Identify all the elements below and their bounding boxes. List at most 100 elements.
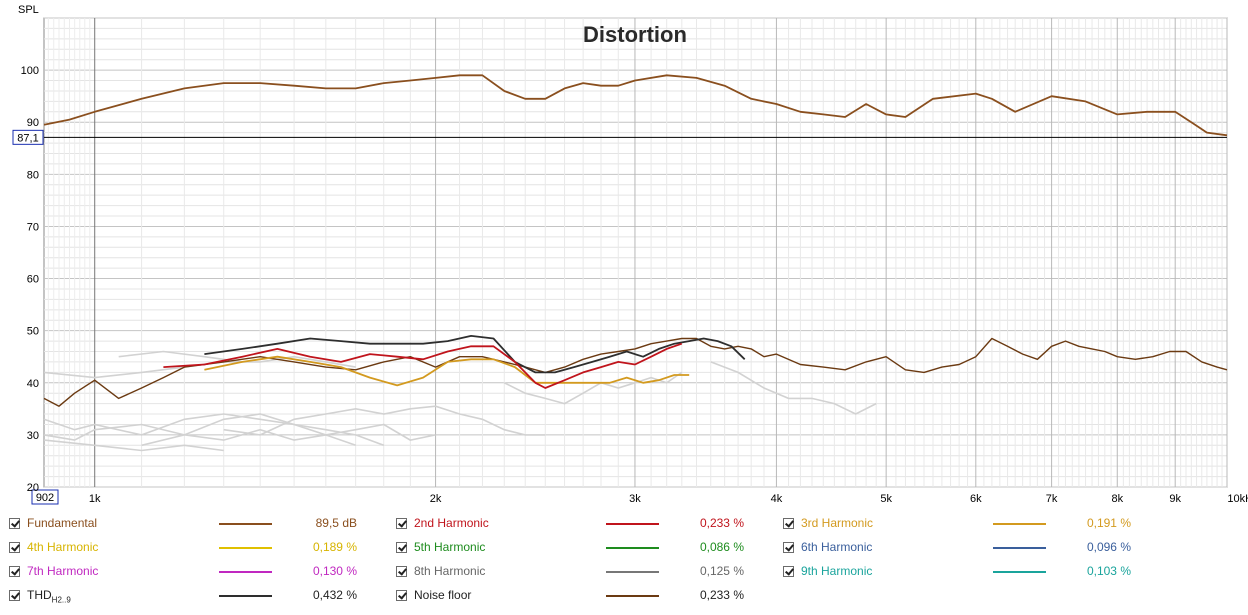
ghost-trace: [43, 423, 356, 447]
legend-swatch: [219, 547, 272, 549]
ghost-trace: [43, 413, 385, 447]
tick-labels: 20 30 40 50 60 70 80 90 100 1k 2k 3k 4k 5k 6k 7k 8k 9k 10k…: [21, 65, 1248, 505]
y-tick-label: 40: [27, 378, 39, 390]
legend-value: 0,191 %: [1086, 516, 1131, 530]
legend-label: 6th Harmonic: [801, 540, 873, 554]
legend-value: 0,103 %: [1086, 564, 1131, 578]
legend-swatch: [606, 523, 659, 525]
legend-value: 0,233 %: [699, 516, 744, 530]
chart-title: Distortion: [583, 22, 687, 47]
cursor-x-readout: 902: [36, 492, 54, 504]
legend-label: 4th Harmonic: [27, 540, 99, 554]
legend-value: 0,130 %: [312, 564, 357, 578]
x-tick-label: 10kHz: [1227, 493, 1248, 505]
legend-swatch: [219, 595, 272, 597]
legend-checkbox-9th-harmonic[interactable]: [783, 566, 794, 577]
legend-value: 0,233 %: [699, 588, 744, 602]
x-tick-label: 7k: [1046, 493, 1058, 505]
legend-label: Fundamental: [27, 516, 98, 530]
x-tick-label: 3k: [629, 493, 641, 505]
legend-checkbox-thd[interactable]: [9, 590, 20, 601]
series-line-thd: [204, 335, 746, 374]
legend-swatch: [606, 571, 659, 573]
legend-item-noise-floor: Noise floor 0,233 %: [387, 583, 767, 607]
legend-item-9th-harmonic: 9th Harmonic 0,103 %: [774, 559, 1154, 583]
x-tick-label: 4k: [771, 493, 783, 505]
legend-item-6th-harmonic: 6th Harmonic 0,096 %: [774, 535, 1154, 559]
y-tick-label: 90: [27, 117, 39, 129]
y-tick-label: 60: [27, 274, 39, 286]
legend-checkbox-noise-floor[interactable]: [396, 590, 407, 601]
x-tick-label: 9k: [1169, 493, 1181, 505]
legend-value: 0,096 %: [1086, 540, 1131, 554]
legend-label-subscript: H2..9: [51, 595, 71, 605]
legend-value: 89,5 dB: [315, 516, 357, 530]
ghost-trace: [710, 361, 877, 415]
legend-swatch: [606, 547, 659, 549]
x-tick-label: 8k: [1111, 493, 1123, 505]
ghost-trace: [118, 350, 243, 363]
legend: Fundamental 89,5 dB 2nd Harmonic 0,233 % 3rd…: [0, 510, 1248, 615]
legend-label: 5th Harmonic: [414, 540, 486, 554]
legend-checkbox-6th-harmonic[interactable]: [783, 542, 794, 553]
y-tick-label: 70: [27, 221, 39, 233]
y-tick-label: 50: [27, 326, 39, 338]
cursor-y-readout: 87,1: [17, 132, 38, 144]
series-line-2nd-harmonic: [163, 342, 683, 389]
series-line-3rd-harmonic: [204, 355, 690, 387]
y-axis-label: SPL: [18, 4, 39, 16]
cursor-group: 87,1 902: [12, 129, 1227, 505]
grid: [44, 17, 1228, 488]
x-tick-label: 1k: [89, 493, 101, 505]
ghost-trace: [141, 413, 436, 447]
y-tick-label: 100: [21, 65, 39, 77]
x-tick-label: 2k: [430, 493, 442, 505]
legend-swatch: [993, 547, 1046, 549]
legend-swatch: [993, 523, 1046, 525]
legend-label: 9th Harmonic: [801, 564, 873, 578]
cursor-y-box: [12, 129, 44, 145]
legend-item-thd: THDH2..9 0,432 %: [0, 583, 380, 607]
legend-checkbox-8th-harmonic[interactable]: [396, 566, 407, 577]
legend-label: 7th Harmonic: [27, 564, 99, 578]
legend-checkbox-fundamental[interactable]: [9, 518, 20, 529]
legend-label: THDH2..9: [27, 588, 71, 605]
legend-item-4th-harmonic: 4th Harmonic 0,189 %: [0, 535, 380, 559]
legend-item-5th-harmonic: 5th Harmonic 0,086 %: [387, 535, 767, 559]
legend-label: 2nd Harmonic: [414, 516, 489, 530]
legend-swatch: [606, 595, 659, 597]
legend-swatch: [219, 571, 272, 573]
legend-checkbox-2nd-harmonic[interactable]: [396, 518, 407, 529]
legend-swatch: [219, 523, 272, 525]
legend-item-2nd-harmonic: 2nd Harmonic 0,233 %: [387, 511, 767, 535]
series-group: [43, 74, 1228, 407]
legend-value: 0,125 %: [699, 564, 744, 578]
legend-item-fundamental: Fundamental 89,5 dB: [0, 511, 380, 535]
y-tick-label: 30: [27, 430, 39, 442]
y-tick-label: 20: [27, 482, 39, 494]
cursor-x-box: [31, 489, 59, 505]
series-line-fundamental: [43, 74, 1228, 137]
legend-checkbox-4th-harmonic[interactable]: [9, 542, 20, 553]
legend-item-3rd-harmonic: 3rd Harmonic 0,191 %: [774, 511, 1154, 535]
plot-area: [43, 17, 1228, 488]
legend-item-7th-harmonic: 7th Harmonic 0,130 %: [0, 559, 380, 583]
legend-swatch: [993, 571, 1046, 573]
legend-item-8th-harmonic: 8th Harmonic 0,125 %: [387, 559, 767, 583]
x-tick-label: 5k: [880, 493, 892, 505]
ghost-trace: [223, 405, 546, 436]
legend-label: Noise floor: [414, 588, 472, 602]
ghost-trace: [43, 439, 224, 452]
legend-label: 3rd Harmonic: [801, 516, 874, 530]
legend-value: 0,189 %: [312, 540, 357, 554]
legend-value: 0,086 %: [699, 540, 744, 554]
distortion-chart: 87,1 902 20 30 40 50 60 70 80 90 100 1k 2k 3k 4k 5k 6k 7…: [12, 4, 1248, 505]
y-tick-label: 80: [27, 169, 39, 181]
legend-checkbox-5th-harmonic[interactable]: [396, 542, 407, 553]
legend-value: 0,432 %: [312, 588, 357, 602]
legend-checkbox-7th-harmonic[interactable]: [9, 566, 20, 577]
legend-label: 8th Harmonic: [414, 564, 486, 578]
series-line-noise-floor: [43, 337, 1228, 407]
legend-checkbox-3rd-harmonic[interactable]: [783, 518, 794, 529]
x-tick-label: 6k: [970, 493, 982, 505]
